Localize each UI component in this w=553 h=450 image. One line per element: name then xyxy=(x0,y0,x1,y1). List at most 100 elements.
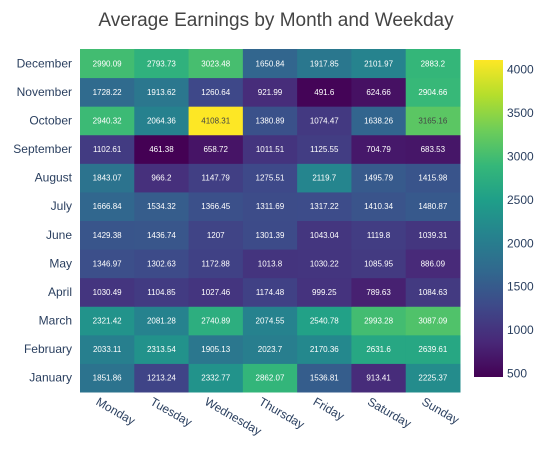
cell-value-label: 2313.54 xyxy=(147,345,176,354)
heatmap-cell xyxy=(405,220,461,250)
heatmap-cell xyxy=(134,106,190,136)
heatmap-cell xyxy=(80,363,135,393)
cell-value-label: 1302.63 xyxy=(147,259,176,268)
heatmap-cell xyxy=(134,277,190,307)
chart-title: Average Earnings by Month and Weekday xyxy=(98,10,454,31)
cell-value-label: 3087.09 xyxy=(418,317,447,326)
heatmap-cell xyxy=(80,306,135,336)
heatmap-cell xyxy=(351,49,407,79)
heatmap-cell xyxy=(297,277,352,307)
heatmap-cell xyxy=(134,249,190,279)
cell-value-label: 1534.32 xyxy=(147,202,176,211)
heatmap-cell xyxy=(134,77,190,107)
heatmap-cell xyxy=(405,106,461,136)
heatmap-cell xyxy=(405,134,461,164)
cell-value-label: 1074.47 xyxy=(310,116,339,125)
cell-value-label: 1174.48 xyxy=(256,288,285,297)
heatmap-cell xyxy=(242,163,298,193)
cell-value-label: 491.6 xyxy=(314,88,335,97)
cell-value-label: 2170.36 xyxy=(310,345,339,354)
cell-value-label: 1536.81 xyxy=(310,374,339,383)
heatmap-cell xyxy=(188,306,244,336)
y-tick-label: September xyxy=(13,142,72,156)
colorbar-tick-label: 2500 xyxy=(507,193,534,207)
heatmap-cell xyxy=(242,306,298,336)
cell-value-label: 704.79 xyxy=(366,145,391,154)
cell-value-label: 4108.31 xyxy=(201,116,230,125)
cell-value-label: 2225.37 xyxy=(418,374,447,383)
heatmap-cell xyxy=(80,49,135,79)
cell-value-label: 2321.42 xyxy=(93,317,122,326)
cell-value-label: 1030.22 xyxy=(310,259,339,268)
cell-value-label: 1084.63 xyxy=(418,288,447,297)
heatmap-cell xyxy=(242,77,298,107)
heatmap-cell xyxy=(134,220,190,250)
cell-value-label: 1380.89 xyxy=(256,116,285,125)
cell-value-label: 1311.69 xyxy=(256,202,285,211)
y-tick-label: November xyxy=(17,85,72,99)
heatmap-cell xyxy=(188,334,244,364)
heatmap-cell xyxy=(134,334,190,364)
x-tick-label: Friday xyxy=(311,394,347,423)
heatmap-cell xyxy=(351,249,407,279)
cell-value-label: 1301.39 xyxy=(256,231,285,240)
heatmap-cell xyxy=(134,134,190,164)
heatmap-cell xyxy=(242,220,298,250)
cell-value-label: 2862.07 xyxy=(256,374,285,383)
cell-value-label: 1213.24 xyxy=(147,374,176,383)
x-tick-label: Monday xyxy=(94,394,138,427)
heatmap-cell xyxy=(80,191,135,221)
cell-value-label: 2540.78 xyxy=(310,317,339,326)
heatmap-cell xyxy=(405,277,461,307)
x-tick-label: Saturday xyxy=(365,394,414,430)
y-tick-label: April xyxy=(48,285,72,299)
colorbar-tick-label: 3500 xyxy=(507,106,534,120)
heatmap-cell xyxy=(134,49,190,79)
cell-value-label: 1172.88 xyxy=(202,259,231,268)
heatmap-cell xyxy=(405,77,461,107)
y-tick-label: February xyxy=(24,342,72,356)
cell-value-label: 1436.74 xyxy=(147,231,176,240)
heatmap-cell xyxy=(188,363,244,393)
cell-value-label: 1275.51 xyxy=(256,174,285,183)
heatmap-cell xyxy=(188,191,244,221)
cell-value-label: 1666.84 xyxy=(93,202,122,211)
colorbar-gradient xyxy=(474,60,503,377)
heatmap-cell xyxy=(297,363,352,393)
heatmap-cell xyxy=(80,163,135,193)
cell-value-label: 1905.13 xyxy=(201,345,230,354)
colorbar-tick-label: 2000 xyxy=(507,236,534,250)
heatmap-cell xyxy=(242,106,298,136)
heatmap-cell xyxy=(297,163,352,193)
heatmap-cell xyxy=(351,106,407,136)
heatmap-cell xyxy=(134,306,190,336)
cell-value-label: 658.72 xyxy=(203,145,228,154)
cell-value-label: 624.66 xyxy=(366,88,391,97)
cell-value-label: 1480.87 xyxy=(418,202,447,211)
cell-value-label: 886.09 xyxy=(421,259,446,268)
heatmap-cells: 1851.86 1213.24 2332.77 2862.07 1536.81 913.4… xyxy=(80,49,461,393)
y-tick-label: May xyxy=(49,256,72,270)
y-tick-label: July xyxy=(51,199,72,213)
heatmap-cell xyxy=(351,191,407,221)
cell-value-label: 1415.98 xyxy=(418,174,447,183)
y-tick-label: January xyxy=(29,371,72,385)
cell-value-label: 2074.55 xyxy=(256,317,285,326)
cell-value-label: 1104.85 xyxy=(147,288,176,297)
cell-value-label: 2904.66 xyxy=(418,88,447,97)
heatmap-cell xyxy=(351,306,407,336)
cell-value-label: 2631.6 xyxy=(366,345,391,354)
cell-value-label: 1147.79 xyxy=(202,174,231,183)
heatmap-cell xyxy=(297,306,352,336)
y-tick-label: June xyxy=(46,228,72,242)
cell-value-label: 999.25 xyxy=(312,288,337,297)
cell-value-label: 2793.73 xyxy=(147,59,176,68)
cell-value-label: 1027.46 xyxy=(201,288,230,297)
cell-value-label: 2033.11 xyxy=(93,345,122,354)
x-tick-label: Sunday xyxy=(419,394,461,426)
heatmap-cell xyxy=(297,134,352,164)
cell-value-label: 2740.89 xyxy=(201,317,230,326)
cell-value-label: 1913.62 xyxy=(147,88,176,97)
